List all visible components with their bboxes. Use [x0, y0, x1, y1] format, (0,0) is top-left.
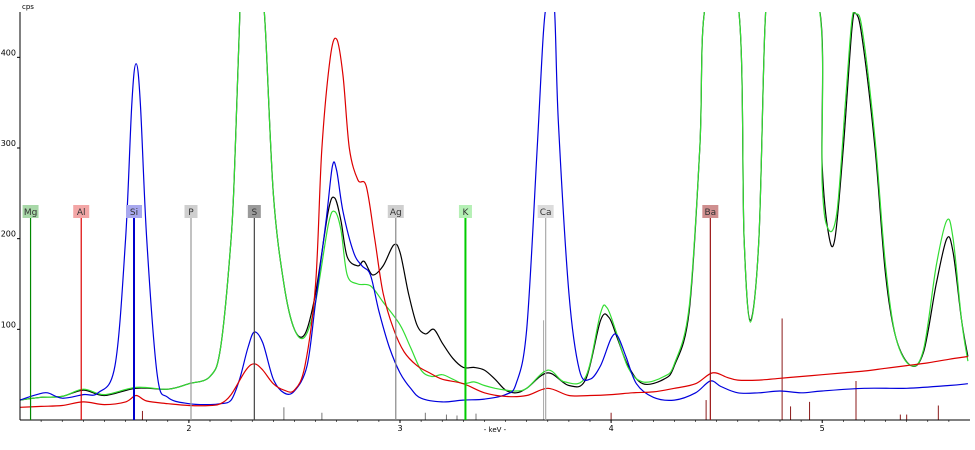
element-marker-box: [537, 205, 554, 218]
element-marker-box: [184, 205, 198, 218]
spectrum-series-line-1: [20, 12, 969, 401]
element-marker-label: K: [462, 208, 469, 218]
x-axis-unit-label: - keV -: [484, 426, 507, 434]
x-tick-label: 2: [186, 424, 191, 433]
element-marker-label: Si: [130, 208, 138, 218]
spectrum-series-line-0: [20, 12, 969, 401]
axes: cps - keV - 100 200 300 400 2 3 4 5: [1, 3, 970, 434]
element-marker-label: Ba: [704, 208, 716, 218]
element-marker-box: [702, 205, 719, 218]
element-marker-box: [387, 205, 404, 218]
y-tick-label: 300: [1, 139, 16, 148]
y-tick-label: 200: [1, 230, 16, 239]
x-tick-label: 5: [820, 424, 825, 433]
element-marker-box: [458, 205, 472, 218]
element-marker-label: Ag: [390, 208, 402, 218]
element-marker-box: [247, 205, 261, 218]
element-marker-box: [126, 205, 142, 218]
y-axis-unit-label: cps: [22, 3, 34, 11]
y-tick-label: 100: [1, 320, 16, 329]
spectrum-series-line-2: [20, 12, 968, 406]
element-marker-label: Ca: [540, 208, 552, 218]
spectrum-series: [20, 12, 969, 408]
x-tick-label: 4: [609, 424, 614, 433]
element-marker-label: S: [251, 208, 257, 218]
x-tick-label: 3: [397, 424, 402, 433]
y-tick-label: 400: [1, 48, 16, 57]
element-marker-box: [73, 205, 90, 218]
element-marker-box: [22, 205, 39, 218]
element-marker-label: Al: [77, 208, 86, 218]
spectrum-series-line-3: [20, 37, 968, 408]
element-marker-label: Mg: [24, 208, 37, 218]
element-marker-labels: Mg Al Si P S Ag K Ca Ba: [22, 205, 719, 420]
element-marker-label: P: [188, 208, 194, 218]
